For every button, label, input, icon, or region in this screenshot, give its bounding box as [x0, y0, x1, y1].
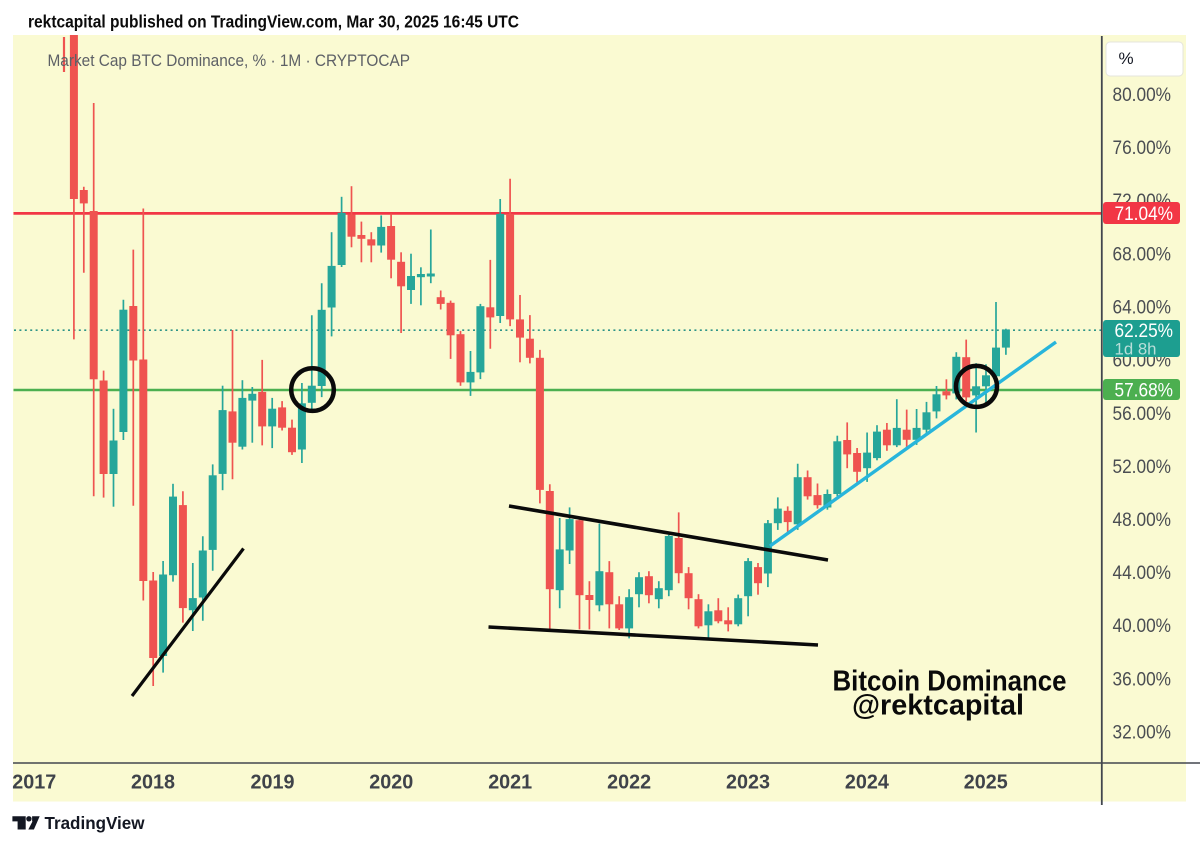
- svg-text:2018: 2018: [131, 771, 175, 793]
- svg-text:56.00%: 56.00%: [1113, 404, 1172, 425]
- svg-text:62.25%: 62.25%: [1115, 321, 1174, 342]
- svg-text:76.00%: 76.00%: [1113, 138, 1172, 159]
- svg-text:40.00%: 40.00%: [1113, 616, 1172, 637]
- svg-text:2025: 2025: [964, 771, 1008, 793]
- svg-text:rektcapital published on Tradi: rektcapital published on TradingView.com…: [28, 12, 519, 32]
- svg-text:68.00%: 68.00%: [1113, 244, 1172, 265]
- svg-text:44.00%: 44.00%: [1113, 563, 1172, 584]
- svg-text:52.00%: 52.00%: [1113, 457, 1172, 478]
- svg-text:80.00%: 80.00%: [1113, 85, 1172, 106]
- svg-text:71.04%: 71.04%: [1115, 204, 1174, 225]
- svg-text:2024: 2024: [845, 771, 890, 793]
- svg-text:2021: 2021: [488, 771, 532, 793]
- svg-text:64.00%: 64.00%: [1113, 298, 1172, 319]
- svg-text:%: %: [1119, 49, 1134, 68]
- svg-text:Market Cap BTC Dominance, % ·: Market Cap BTC Dominance, % · 1M · CRYPT…: [48, 52, 411, 70]
- svg-text:32.00%: 32.00%: [1113, 723, 1172, 744]
- svg-text:2020: 2020: [369, 771, 413, 793]
- svg-text:36.00%: 36.00%: [1113, 669, 1172, 690]
- svg-text:@rektcapital: @rektcapital: [852, 690, 1024, 722]
- svg-text:2022: 2022: [607, 771, 651, 793]
- svg-text:TradingView: TradingView: [45, 813, 145, 833]
- svg-text:57.68%: 57.68%: [1115, 380, 1174, 401]
- svg-text:2017: 2017: [12, 771, 56, 793]
- svg-text:2023: 2023: [726, 771, 770, 793]
- svg-text:Bitcoin Dominance: Bitcoin Dominance: [833, 666, 1067, 698]
- svg-text:2019: 2019: [251, 771, 295, 793]
- svg-text:48.00%: 48.00%: [1113, 510, 1172, 531]
- svg-text:1d 8h: 1d 8h: [1115, 340, 1157, 359]
